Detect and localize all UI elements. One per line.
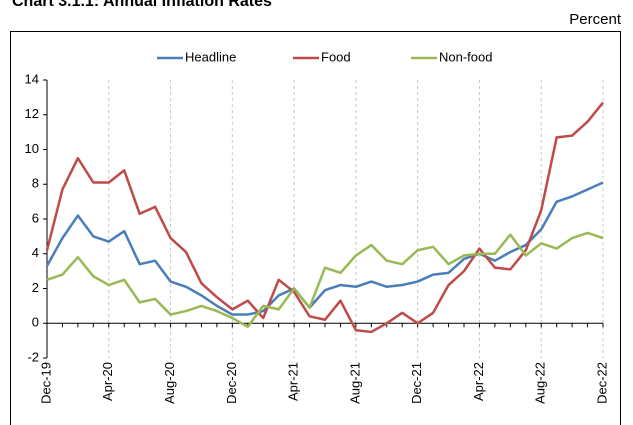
series-line [45, 101, 604, 334]
y-tick-label: 12 [25, 106, 39, 121]
chart-title: Chart 3.1.1: Annual Inflation Rates [12, 0, 272, 10]
legend-label: Food [321, 49, 351, 64]
series-line [46, 231, 604, 328]
legend-label: Non-food [439, 49, 492, 64]
x-tick-label: Apr-22 [471, 362, 486, 401]
x-tick-label: Dec-20 [224, 362, 239, 404]
y-tick-label: 8 [32, 176, 39, 191]
y-tick-label: 0 [32, 315, 39, 330]
y-tick-label: -2 [27, 349, 39, 364]
x-tick-label: Aug-20 [162, 362, 177, 404]
x-tick-label: Aug-21 [347, 362, 362, 404]
chart-frame [10, 31, 621, 425]
x-tick-label: Aug-22 [533, 362, 548, 404]
x-tick-label: Dec-22 [594, 362, 609, 404]
legend-label: Headline [185, 49, 236, 64]
y-tick-label: 4 [32, 245, 39, 260]
x-tick-label: Apr-20 [100, 362, 115, 401]
x-tick-label: Dec-19 [38, 362, 53, 404]
series-line [45, 181, 604, 316]
y-tick-label: 6 [32, 210, 39, 225]
x-tick-label: Apr-21 [286, 362, 301, 401]
y-tick-label: 2 [32, 280, 39, 295]
x-tick-label: Dec-21 [409, 362, 424, 404]
y-tick-label: 10 [25, 141, 39, 156]
y-tick-label: 14 [25, 71, 39, 86]
y-axis-unit: Percent [569, 11, 622, 28]
